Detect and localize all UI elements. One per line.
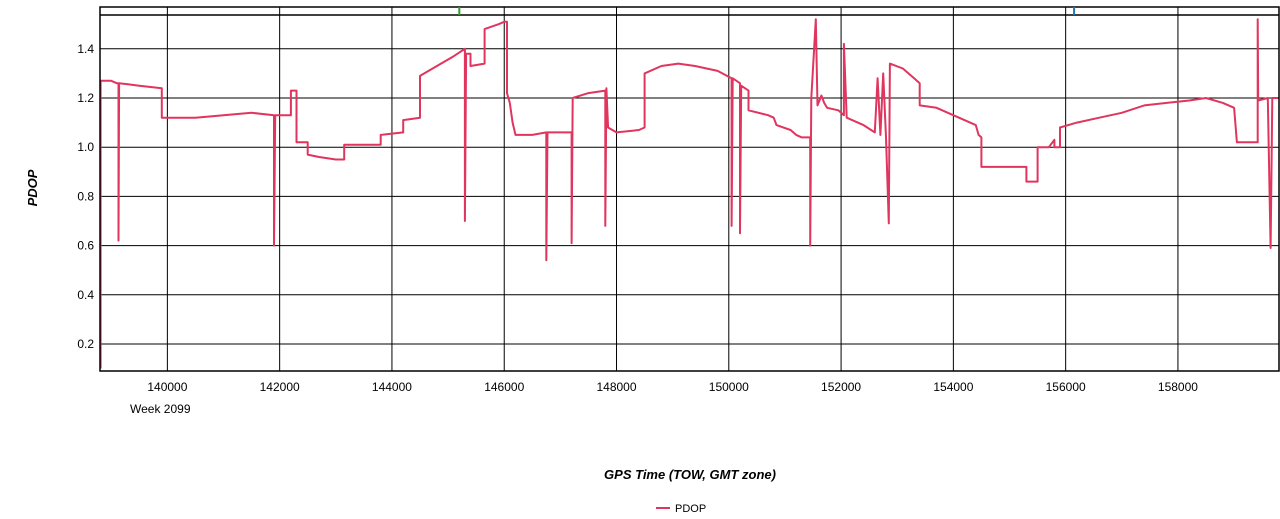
x-tick-label: 156000 bbox=[1046, 380, 1086, 394]
x-tick-labels: 140000 142000 144000 146000 148000 150000 1520… bbox=[147, 380, 1198, 394]
y-axis-title: PDOP bbox=[25, 169, 40, 206]
y-tick-labels: 0.2 0.4 0.6 0.8 1.0 1.2 1.4 bbox=[77, 42, 94, 351]
x-tick-label: 140000 bbox=[147, 380, 187, 394]
x-sublabel: Week 2099 bbox=[130, 402, 191, 416]
x-tick-label: 148000 bbox=[596, 380, 636, 394]
plot-frame bbox=[99, 6, 1280, 372]
legend-label-pdop: PDOP bbox=[675, 503, 706, 515]
y-tick-label: 0.4 bbox=[77, 288, 94, 302]
x-tick-label: 144000 bbox=[372, 380, 412, 394]
x-tick-label: 152000 bbox=[821, 380, 861, 394]
y-tick-label: 1.0 bbox=[77, 140, 94, 154]
x-tick-label: 146000 bbox=[484, 380, 524, 394]
x-tick-label: 154000 bbox=[933, 380, 973, 394]
x-axis-title: GPS Time (TOW, GMT zone) bbox=[604, 467, 776, 482]
x-tick-label: 142000 bbox=[260, 380, 300, 394]
plot-border bbox=[99, 6, 1280, 372]
x-tick-label: 150000 bbox=[709, 380, 749, 394]
series-layer bbox=[99, 18, 1279, 369]
y-tick-label: 1.2 bbox=[77, 91, 94, 105]
x-tick-label: 158000 bbox=[1158, 380, 1198, 394]
series-line-pdop bbox=[99, 18, 1279, 369]
grid bbox=[100, 7, 1279, 371]
legend: PDOP bbox=[656, 503, 706, 515]
y-tick-label: 0.6 bbox=[77, 239, 94, 253]
y-tick-label: 0.2 bbox=[77, 337, 94, 351]
y-tick-label: 1.4 bbox=[77, 42, 94, 56]
y-tick-label: 0.8 bbox=[77, 189, 94, 203]
